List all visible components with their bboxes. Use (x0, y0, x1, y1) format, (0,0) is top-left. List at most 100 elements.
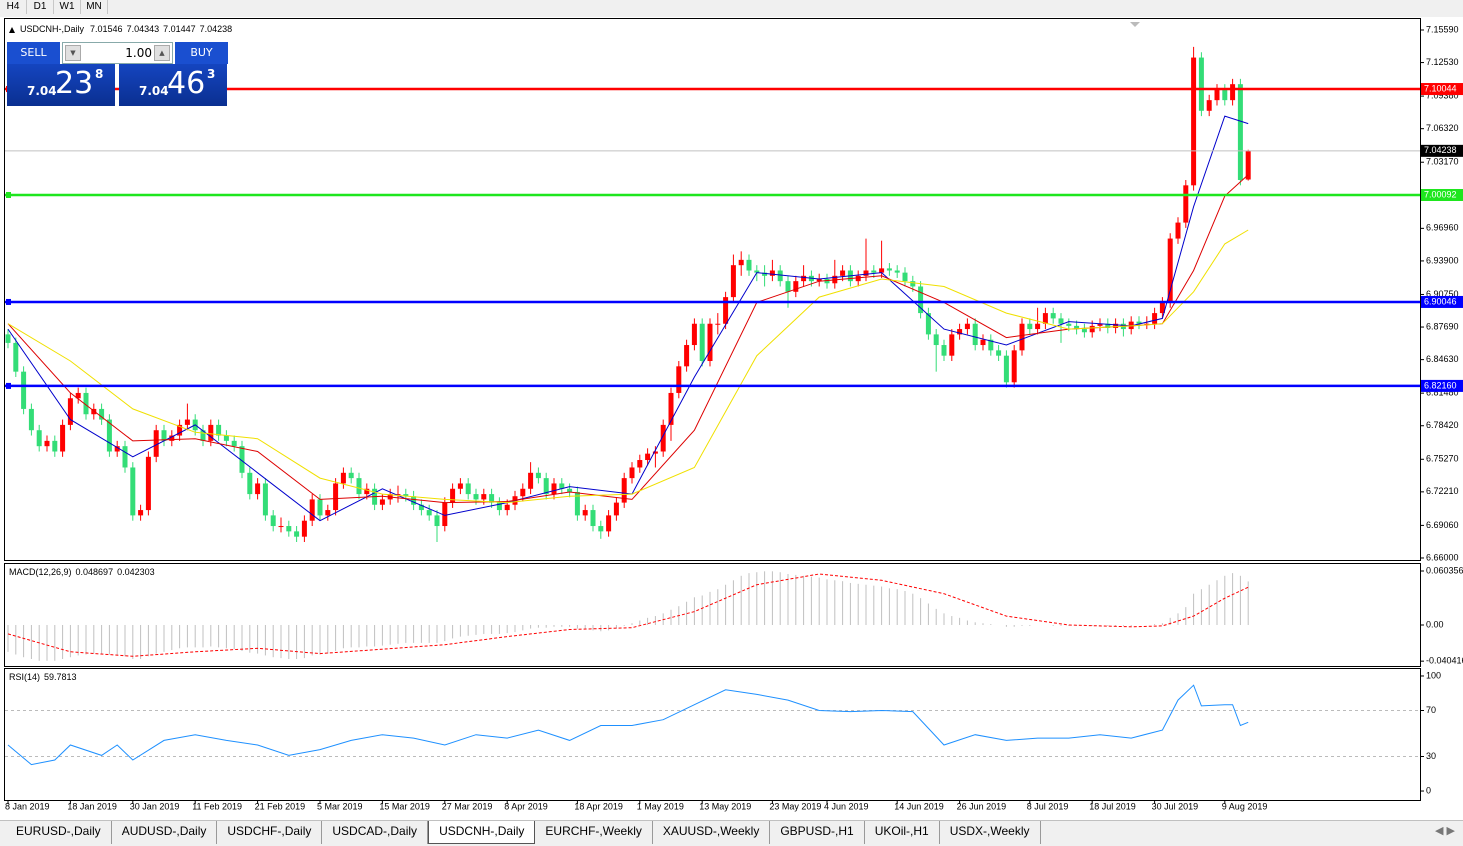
current-price-label: 7.04238 (1424, 145, 1457, 155)
candle-body (67, 398, 73, 425)
x-tick-label: 27 Mar 2019 (442, 801, 493, 811)
candle-body (1183, 185, 1189, 223)
macd-title: MACD(12,26,9) (9, 567, 72, 577)
candle-body (301, 520, 307, 537)
candle-body (746, 259, 752, 271)
candle-body (1136, 321, 1142, 324)
buy-price[interactable]: 7.04 46 3 (119, 64, 227, 106)
x-tick-label: 15 Mar 2019 (379, 801, 430, 811)
candle-body (1230, 84, 1236, 101)
y-tick-label: 70 (1426, 705, 1436, 715)
candle-body (1144, 323, 1150, 325)
candle-body (99, 408, 105, 420)
candle-body (1245, 150, 1251, 180)
candle-body (83, 392, 89, 415)
candle-body (1066, 323, 1072, 326)
y-tick-label: 7.03170 (1426, 157, 1459, 167)
chart-tab[interactable]: USDX-,Weekly (940, 821, 1041, 844)
candle-body (1011, 350, 1017, 383)
candle-body (223, 435, 229, 441)
candle-body (762, 272, 768, 276)
candle-body (340, 472, 346, 484)
x-tick-label: 26 Jun 2019 (957, 801, 1007, 811)
candle-body (465, 483, 471, 495)
candle-body (36, 430, 42, 447)
chart-tab[interactable]: USDCAD-,Daily (322, 821, 429, 844)
candle-body (1050, 313, 1056, 319)
chart-tab[interactable]: AUDUSD-,Daily (112, 821, 218, 844)
x-tick-label: 30 Jan 2019 (130, 801, 180, 811)
candle-body (715, 323, 721, 325)
sell-button[interactable]: SELL (7, 42, 60, 64)
chart-tab[interactable]: UKOil-,H1 (865, 821, 940, 844)
candle-body (5, 334, 11, 343)
lot-input[interactable]: ▼ 1.00 ▲ (62, 42, 173, 64)
chart: USDCNH-,Daily 7.01546 7.04343 7.01447 7.0423… (0, 0, 1463, 820)
candle-body (801, 275, 807, 282)
candle-body (582, 510, 588, 516)
chart-tab[interactable]: XAUUSD-,Weekly (653, 821, 771, 844)
candle-body (863, 270, 869, 276)
chart-tab[interactable]: USDCHF-,Daily (217, 821, 323, 844)
candle-body (1237, 84, 1243, 181)
candle-body (418, 504, 424, 511)
candle-body (450, 488, 456, 503)
y-tick-label: 7.06320 (1426, 123, 1459, 133)
x-tick-label: 21 Feb 2019 (255, 801, 306, 811)
candle-body (723, 297, 729, 324)
candle-body (21, 371, 27, 409)
candle-body (855, 275, 861, 282)
candle-body (1222, 89, 1228, 101)
candle-body (106, 419, 112, 452)
level-handle (6, 191, 11, 198)
timeframe-button[interactable]: H4 (0, 0, 27, 14)
sell-price[interactable]: 7.04 23 8 (7, 64, 115, 106)
close-value: 7.04238 (200, 24, 233, 34)
candle-body (1128, 321, 1134, 330)
candle-body (793, 281, 799, 292)
timeframe-button[interactable]: W1 (54, 0, 81, 14)
candle-body (356, 478, 362, 495)
x-tick-label: 30 Jul 2019 (1152, 801, 1199, 811)
candle-body (949, 334, 955, 356)
candle-body (957, 329, 963, 335)
lot-up[interactable]: ▲ (154, 45, 170, 61)
candle-body (286, 526, 292, 532)
x-tick-label: 8 Jul 2019 (1027, 801, 1069, 811)
candle-body (91, 408, 97, 415)
candle-body (60, 424, 66, 452)
x-tick-label: 23 May 2019 (769, 801, 821, 811)
candle-body (403, 494, 409, 497)
y-tick-label: 6.96960 (1426, 223, 1459, 233)
chart-tab[interactable]: EURCHF-,Weekly (535, 821, 653, 844)
candle-body (169, 435, 175, 441)
candle-body (138, 510, 144, 516)
chart-tab[interactable]: USDCNH-,Daily (428, 821, 536, 844)
rsi-value: 59.7813 (44, 672, 77, 682)
candle-body (996, 350, 1002, 356)
y-tick-label: 0.00 (1426, 619, 1444, 629)
candle-body (1089, 325, 1095, 333)
lot-down[interactable]: ▼ (65, 45, 81, 61)
candle-body (816, 279, 822, 282)
candle-body (216, 424, 222, 436)
y-tick-label: 6.75270 (1426, 454, 1459, 464)
candle-body (1081, 329, 1087, 333)
y-tick-label: -0.040416 (1426, 656, 1463, 666)
tab-scroll[interactable]: ◀ ▶ (1435, 825, 1455, 837)
candle-body (247, 472, 253, 495)
candle-body (1167, 238, 1173, 303)
candle-body (145, 456, 151, 511)
chart-tab[interactable]: GBPUSD-,H1 (770, 821, 865, 844)
candle-body (886, 268, 892, 271)
chart-tab[interactable]: EURUSD-,Daily (6, 821, 112, 844)
timeframe-button[interactable]: MN (81, 0, 108, 14)
background (0, 0, 1463, 820)
buy-button[interactable]: BUY (175, 42, 228, 64)
indicator-line (7, 573, 1249, 657)
rsi-title: RSI(14) (9, 672, 40, 682)
level-label: 6.90046 (1424, 296, 1457, 306)
timeframe-button[interactable]: D1 (27, 0, 54, 14)
candle-body (824, 279, 830, 284)
x-tick-label: 14 Jun 2019 (894, 801, 944, 811)
